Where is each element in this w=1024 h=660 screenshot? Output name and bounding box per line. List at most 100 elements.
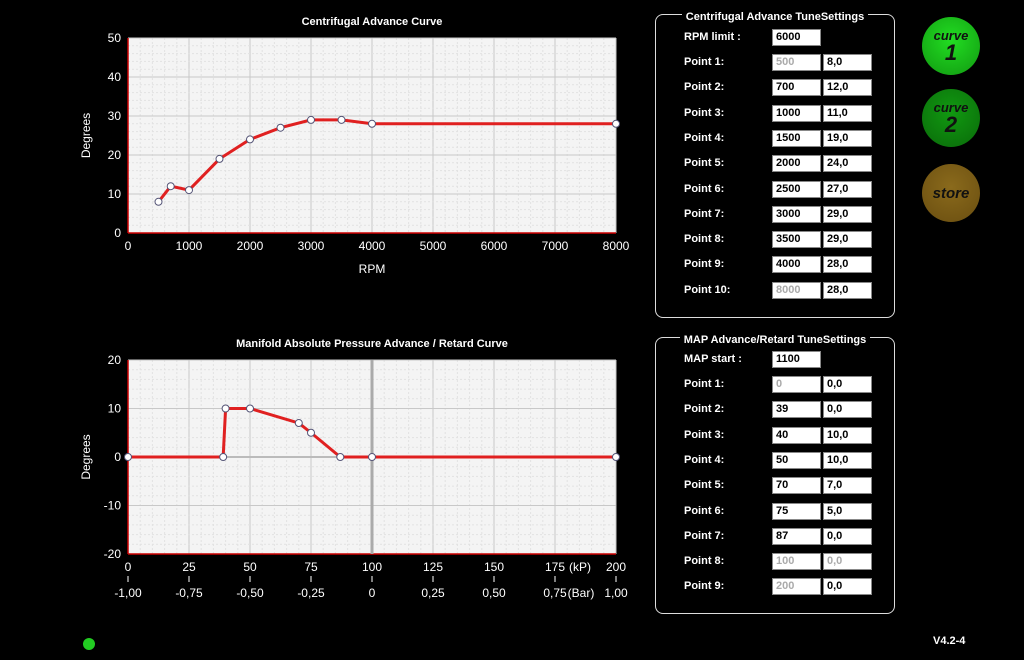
point-degrees-input[interactable]: 11,0 [823, 104, 872, 122]
point-degrees-input[interactable]: 0,0 [823, 376, 872, 393]
x-tick-label: 4000 [359, 239, 386, 253]
button-number: 1 [944, 39, 958, 65]
curve-2-button[interactable]: curve 2 [922, 89, 980, 147]
point-degrees-input[interactable]: 5,0 [823, 502, 872, 520]
map-start-input[interactable]: 1100 [772, 351, 821, 368]
point-degrees-input[interactable]: 10,0 [823, 451, 872, 469]
point-label: Point 2: [684, 81, 725, 94]
bar-tick-label: -0,50 [236, 586, 264, 600]
point-degrees-input[interactable]: 0,0 [823, 578, 872, 596]
point-degrees-input[interactable]: 10,0 [823, 426, 872, 444]
point-degrees-input[interactable]: 28,0 [823, 281, 872, 299]
y-tick-label: 30 [108, 109, 122, 123]
x-tick-label: 25 [182, 560, 196, 574]
point-degrees-input[interactable]: 12,0 [823, 79, 872, 97]
x-tick-label: 3000 [298, 239, 325, 253]
point-degrees-input[interactable]: 0,0 [823, 401, 872, 419]
point-x-input[interactable]: 70 [772, 477, 821, 495]
point-x-input[interactable]: 2500 [772, 180, 821, 198]
point-degrees-input[interactable]: 7,0 [823, 477, 872, 495]
bar-tick-label: 0,75 [543, 586, 567, 600]
x-tick-label: 100 [362, 560, 382, 574]
point-row: Point 6: 2500 27,0 [656, 180, 894, 199]
point-x-input[interactable]: 1000 [772, 104, 821, 122]
point-label: Point 2: [684, 403, 725, 416]
point-degrees-input[interactable]: 27,0 [823, 180, 872, 198]
point-row: Point 9: 200 0,0 [656, 578, 894, 596]
point-label: Point 9: [684, 580, 725, 593]
point-x-input[interactable]: 75 [772, 502, 821, 520]
data-point [246, 135, 254, 144]
point-degrees-input[interactable]: 29,0 [823, 205, 872, 223]
point-label: Point 1: [684, 56, 725, 68]
point-x-input[interactable]: 700 [772, 79, 821, 97]
button-number: 2 [944, 111, 958, 137]
bar-tick-label: 0,25 [421, 586, 445, 600]
x-tick-label: 0 [125, 239, 132, 253]
point-label: Point 4: [684, 453, 725, 466]
panel-title: Centrifugal Advance TuneSettings [681, 11, 869, 23]
point-x-input[interactable]: 500 [772, 54, 821, 71]
x-tick-label: 175 [545, 560, 565, 574]
data-point [307, 115, 315, 124]
point-label: Point 5: [684, 157, 725, 170]
point-label: Point 4: [684, 131, 725, 144]
point-x-input[interactable]: 40 [772, 426, 821, 444]
point-x-input[interactable]: 100 [772, 553, 821, 571]
point-row: Point 7: 87 0,0 [656, 527, 894, 546]
x-axis-label: RPM [359, 262, 386, 276]
rpm-limit-input[interactable]: 6000 [772, 29, 821, 46]
point-degrees-input[interactable]: 19,0 [823, 129, 872, 147]
point-row: Point 5: 70 7,0 [656, 477, 894, 495]
point-row: Point 8: 3500 29,0 [656, 231, 894, 249]
point-x-input[interactable]: 3500 [772, 231, 821, 249]
point-row: Point 2: 700 12,0 [656, 79, 894, 97]
button-label: curve [933, 99, 969, 115]
button-label: curve [933, 27, 969, 43]
x-tick-label: 200 [606, 560, 626, 574]
bar-tick-label: -1,00 [114, 586, 142, 600]
point-row: Point 8: 100 0,0 [656, 553, 894, 571]
x-tick-label: 1000 [176, 239, 203, 253]
x-tick-label: 8000 [603, 239, 630, 253]
button-label: store [932, 184, 970, 202]
point-x-input[interactable]: 8000 [772, 281, 821, 299]
y-tick-label: -20 [104, 547, 122, 561]
data-point [307, 428, 315, 437]
point-x-input[interactable]: 0 [772, 376, 821, 393]
data-point [154, 197, 163, 206]
point-degrees-input[interactable]: 0,0 [823, 527, 872, 545]
point-row: Point 7: 3000 29,0 [656, 205, 894, 224]
point-degrees-input[interactable]: 28,0 [823, 256, 872, 274]
data-point [166, 182, 175, 191]
y-tick-label: 20 [108, 353, 122, 367]
point-x-input[interactable]: 39 [772, 401, 821, 419]
series-line [157, 118, 616, 203]
point-x-input[interactable]: 2000 [772, 155, 821, 173]
point-degrees-input[interactable]: 8,0 [823, 54, 872, 71]
curve-1-button[interactable]: curve 1 [922, 17, 980, 75]
point-label: Point 3: [684, 106, 725, 119]
y-tick-label: 50 [108, 31, 122, 45]
point-x-input[interactable]: 4000 [772, 256, 821, 274]
point-x-input[interactable]: 87 [772, 527, 821, 545]
x-tick-label: 2000 [237, 239, 264, 253]
x-tick-label: 75 [304, 560, 318, 574]
point-row: Point 5: 2000 24,0 [656, 155, 894, 173]
point-x-input[interactable]: 3000 [772, 205, 821, 223]
point-x-input[interactable]: 1500 [772, 129, 821, 147]
point-x-input[interactable]: 200 [772, 578, 821, 596]
x-tick-label: 0 [125, 560, 132, 574]
store-button[interactable]: store [922, 164, 980, 222]
point-degrees-input[interactable]: 29,0 [823, 231, 872, 249]
chart-title: Centrifugal Advance Curve [302, 16, 443, 28]
point-degrees-input[interactable]: 0,0 [823, 553, 872, 571]
x-tick-label: 5000 [420, 239, 447, 253]
point-x-input[interactable]: 50 [772, 451, 821, 469]
y-tick-label: 10 [108, 187, 122, 201]
point-label: Point 7: [684, 207, 725, 220]
point-degrees-input[interactable]: 24,0 [823, 155, 872, 173]
point-row: Point 2: 39 0,0 [656, 401, 894, 419]
point-row: Point 4: 50 10,0 [656, 451, 894, 470]
